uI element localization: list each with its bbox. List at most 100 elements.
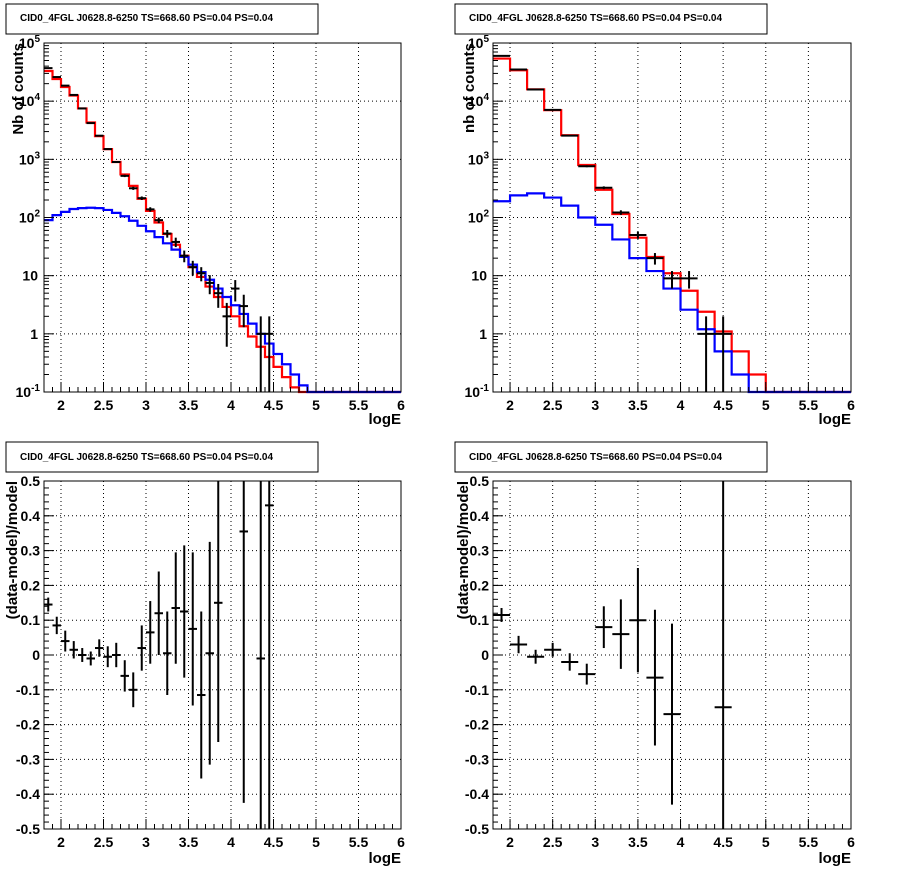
x-tick-label: 5 <box>762 397 770 413</box>
data-point <box>95 134 104 137</box>
data-point <box>78 107 87 110</box>
residual-point <box>265 481 274 829</box>
y-axis-label: (data-model)/model <box>455 481 472 619</box>
residual-point <box>171 552 180 664</box>
residual-point <box>112 642 121 668</box>
series-layer <box>44 481 274 829</box>
data-point <box>646 253 664 265</box>
y-axis-label: Nb of counts <box>10 43 27 135</box>
x-tick-label: 6 <box>397 397 405 413</box>
x-tick-label: 6 <box>397 834 405 850</box>
data-point <box>163 229 172 238</box>
y-tick-label: 105 <box>19 34 41 51</box>
data-point <box>112 160 121 163</box>
x-tick-label: 2.5 <box>94 834 114 850</box>
residual-point <box>646 609 664 746</box>
y-tick-label: -0.1 <box>16 682 40 698</box>
y-tick-label: 102 <box>468 209 490 226</box>
y-tick-label: 0.1 <box>470 612 490 628</box>
y-tick-label: -0.2 <box>16 717 40 733</box>
y-tick-label: 0.2 <box>470 577 490 593</box>
tick-labels: 2 2.5 3 3.5 4 4.5 5 5.5 6 -0.5 -0.4 -0.3 -0.2 -0.1 0 0.… <box>16 473 405 850</box>
residual-point <box>214 481 223 742</box>
tick-labels: 2 2.5 3 3.5 4 4.5 5 5.5 6 10-1 1 10 102 103 104 105 <box>465 34 856 413</box>
y-tick-label: 10-1 <box>465 383 490 400</box>
data-point <box>120 174 129 178</box>
data-point <box>256 316 265 392</box>
x-tick-label: 2.5 <box>543 397 563 413</box>
y-tick-label: 10 <box>22 268 38 284</box>
data-point <box>265 316 274 392</box>
residual-point <box>120 660 129 692</box>
y-tick-label: 1 <box>30 326 38 342</box>
data-point <box>146 207 155 212</box>
panel-residuals-right: 2 2.5 3 3.5 4 4.5 5 5.5 6 -0.5 -0.4 -0.3 -0.2 -0.1 0 0.… <box>454 441 855 867</box>
x-tick-label: 5 <box>312 834 320 850</box>
data-point <box>231 280 240 302</box>
residual-point <box>612 599 630 669</box>
axis-ticks <box>492 480 852 830</box>
y-tick-label: 10-1 <box>16 383 41 400</box>
residual-point <box>78 648 87 662</box>
x-tick-label: 4 <box>677 834 685 850</box>
residual-point <box>527 649 545 664</box>
x-axis-label: logE <box>369 411 402 428</box>
residual-point <box>197 611 206 779</box>
y-tick-label: -0.3 <box>465 751 489 767</box>
data-point <box>129 186 138 190</box>
y-tick-label: 103 <box>468 150 490 167</box>
title-box <box>454 441 768 473</box>
residual-point <box>44 597 53 612</box>
y-tick-label: 0.3 <box>21 543 41 559</box>
title-box <box>454 3 768 35</box>
data-point <box>69 93 78 96</box>
x-tick-label: 4.5 <box>713 397 733 413</box>
y-tick-label: 105 <box>468 34 490 51</box>
axis-ticks <box>492 42 852 393</box>
panel-residuals-left: 2 2.5 3 3.5 4 4.5 5 5.5 6 -0.5 -0.4 -0.3 -0.2 -0.1 0 0.… <box>4 441 405 867</box>
residual-point <box>256 481 265 829</box>
x-tick-label: 3.5 <box>179 834 199 850</box>
x-axis-label: logE <box>819 411 852 428</box>
panel-counts-right: 2 2.5 3 3.5 4 4.5 5 5.5 6 10-1 1 10 102 103 104 105 CID… <box>454 3 856 428</box>
x-tick-label: 2 <box>506 834 514 850</box>
y-tick-label: 10 <box>471 268 487 284</box>
data-point <box>188 260 197 276</box>
x-tick-label: 4 <box>227 397 235 413</box>
y-tick-label: 0.1 <box>21 612 41 628</box>
title-box <box>5 441 319 473</box>
x-tick-label: 5.5 <box>349 834 369 850</box>
y-tick-label: -0.4 <box>465 786 489 802</box>
data-point <box>544 108 562 111</box>
y-tick-label: 0.5 <box>470 473 490 489</box>
data-point <box>680 271 698 289</box>
residual-point <box>154 571 163 655</box>
x-tick-label: 6 <box>847 397 855 413</box>
y-tick-label: 0 <box>32 647 40 663</box>
residual-point <box>137 625 146 671</box>
panel-title: CID0_4FGL J0628.8-6250 TS=668.60 PS=0.04… <box>469 13 722 24</box>
data-point <box>612 210 630 215</box>
title-box <box>5 3 319 35</box>
residual-point <box>69 641 78 659</box>
y-tick-label: -0.1 <box>465 682 489 698</box>
y-tick-label: -0.2 <box>465 717 489 733</box>
x-tick-label: 3.5 <box>628 834 648 850</box>
x-tick-label: 3.5 <box>179 397 199 413</box>
data-point <box>714 316 732 392</box>
residual-point <box>578 663 596 685</box>
panel-title: CID0_4FGL J0628.8-6250 TS=668.60 PS=0.04… <box>20 452 273 463</box>
x-axis-label: logE <box>819 850 852 867</box>
axis-ticks <box>43 480 402 830</box>
data-point <box>61 84 70 87</box>
y-tick-label: 0.4 <box>21 508 41 524</box>
x-tick-label: 2.5 <box>543 834 563 850</box>
data-point <box>222 302 231 347</box>
residual-point <box>561 653 579 671</box>
panel-title: CID0_4FGL J0628.8-6250 TS=668.60 PS=0.04… <box>469 452 722 463</box>
x-tick-label: 2 <box>57 397 65 413</box>
tick-labels: 2 2.5 3 3.5 4 4.5 5 5.5 6 -0.5 -0.4 -0.3 -0.2 -0.1 0 0.… <box>465 473 855 850</box>
data-point <box>137 196 146 200</box>
residual-point <box>52 616 61 635</box>
x-tick-label: 3 <box>591 834 599 850</box>
